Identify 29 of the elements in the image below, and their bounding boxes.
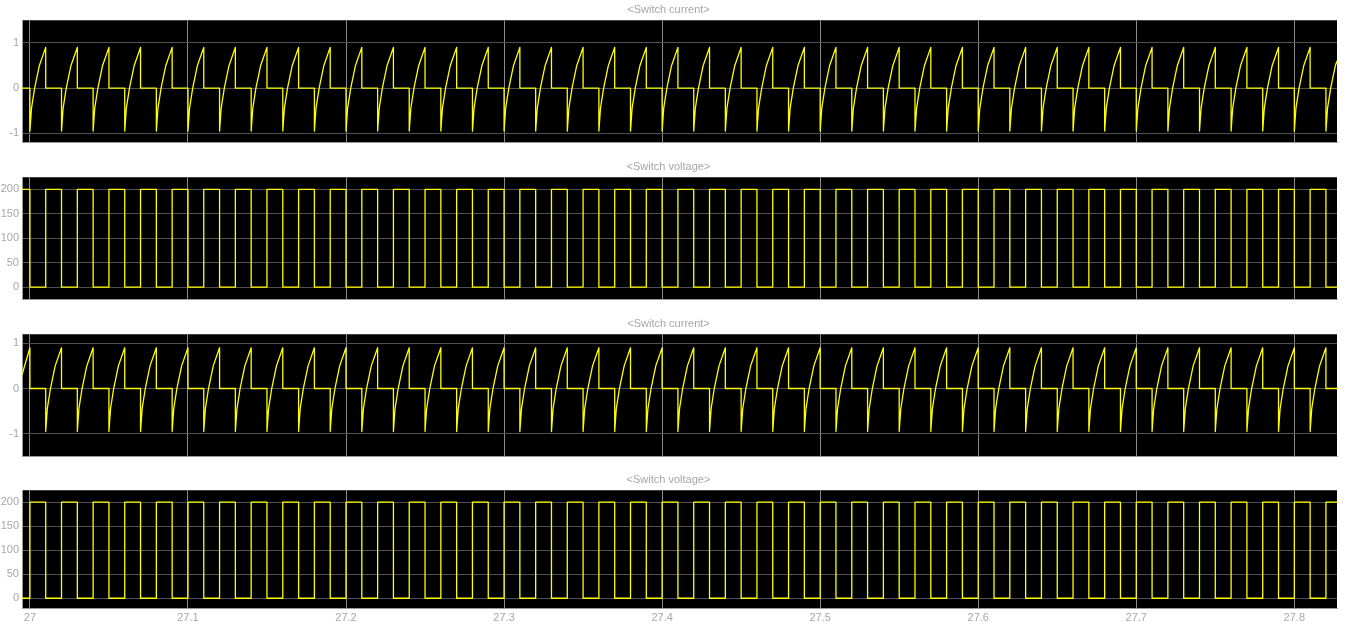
- y-tick-label: 1: [12, 336, 19, 349]
- y-tick-label: 0: [12, 591, 19, 604]
- y-tick-label: -1: [9, 426, 19, 439]
- x-tick-label: 27.6: [967, 611, 989, 624]
- chart-title: <Switch voltage>: [626, 472, 711, 485]
- y-tick-label: 100: [0, 231, 19, 244]
- x-tick-label: 27.1: [177, 611, 199, 624]
- y-tick-label: 0: [12, 381, 19, 394]
- y-tick-label: 1: [12, 35, 19, 48]
- y-tick-label: 0: [12, 81, 19, 94]
- y-tick-label: 150: [0, 206, 19, 219]
- x-tick-label: 27.4: [651, 611, 673, 624]
- x-tick-label: 27: [23, 611, 37, 624]
- chart-title: <Switch current>: [627, 316, 710, 329]
- x-tick-label: 27.3: [493, 611, 515, 624]
- x-tick-label: 27.7: [1125, 611, 1147, 624]
- y-tick-label: 200: [0, 495, 19, 508]
- x-tick-label: 27.2: [335, 611, 357, 624]
- chart-title: <Switch current>: [627, 2, 710, 15]
- y-tick-label: 150: [0, 519, 19, 532]
- y-tick-label: 200: [0, 182, 19, 195]
- y-tick-label: -1: [9, 126, 19, 139]
- y-tick-label: 50: [6, 567, 19, 580]
- x-tick-label: 27.8: [1283, 611, 1306, 624]
- x-tick-label: 27.5: [809, 611, 831, 624]
- y-tick-label: 0: [12, 280, 19, 293]
- chart-title: <Switch voltage>: [626, 159, 711, 172]
- y-tick-label: 100: [0, 543, 19, 556]
- y-tick-label: 50: [6, 255, 19, 268]
